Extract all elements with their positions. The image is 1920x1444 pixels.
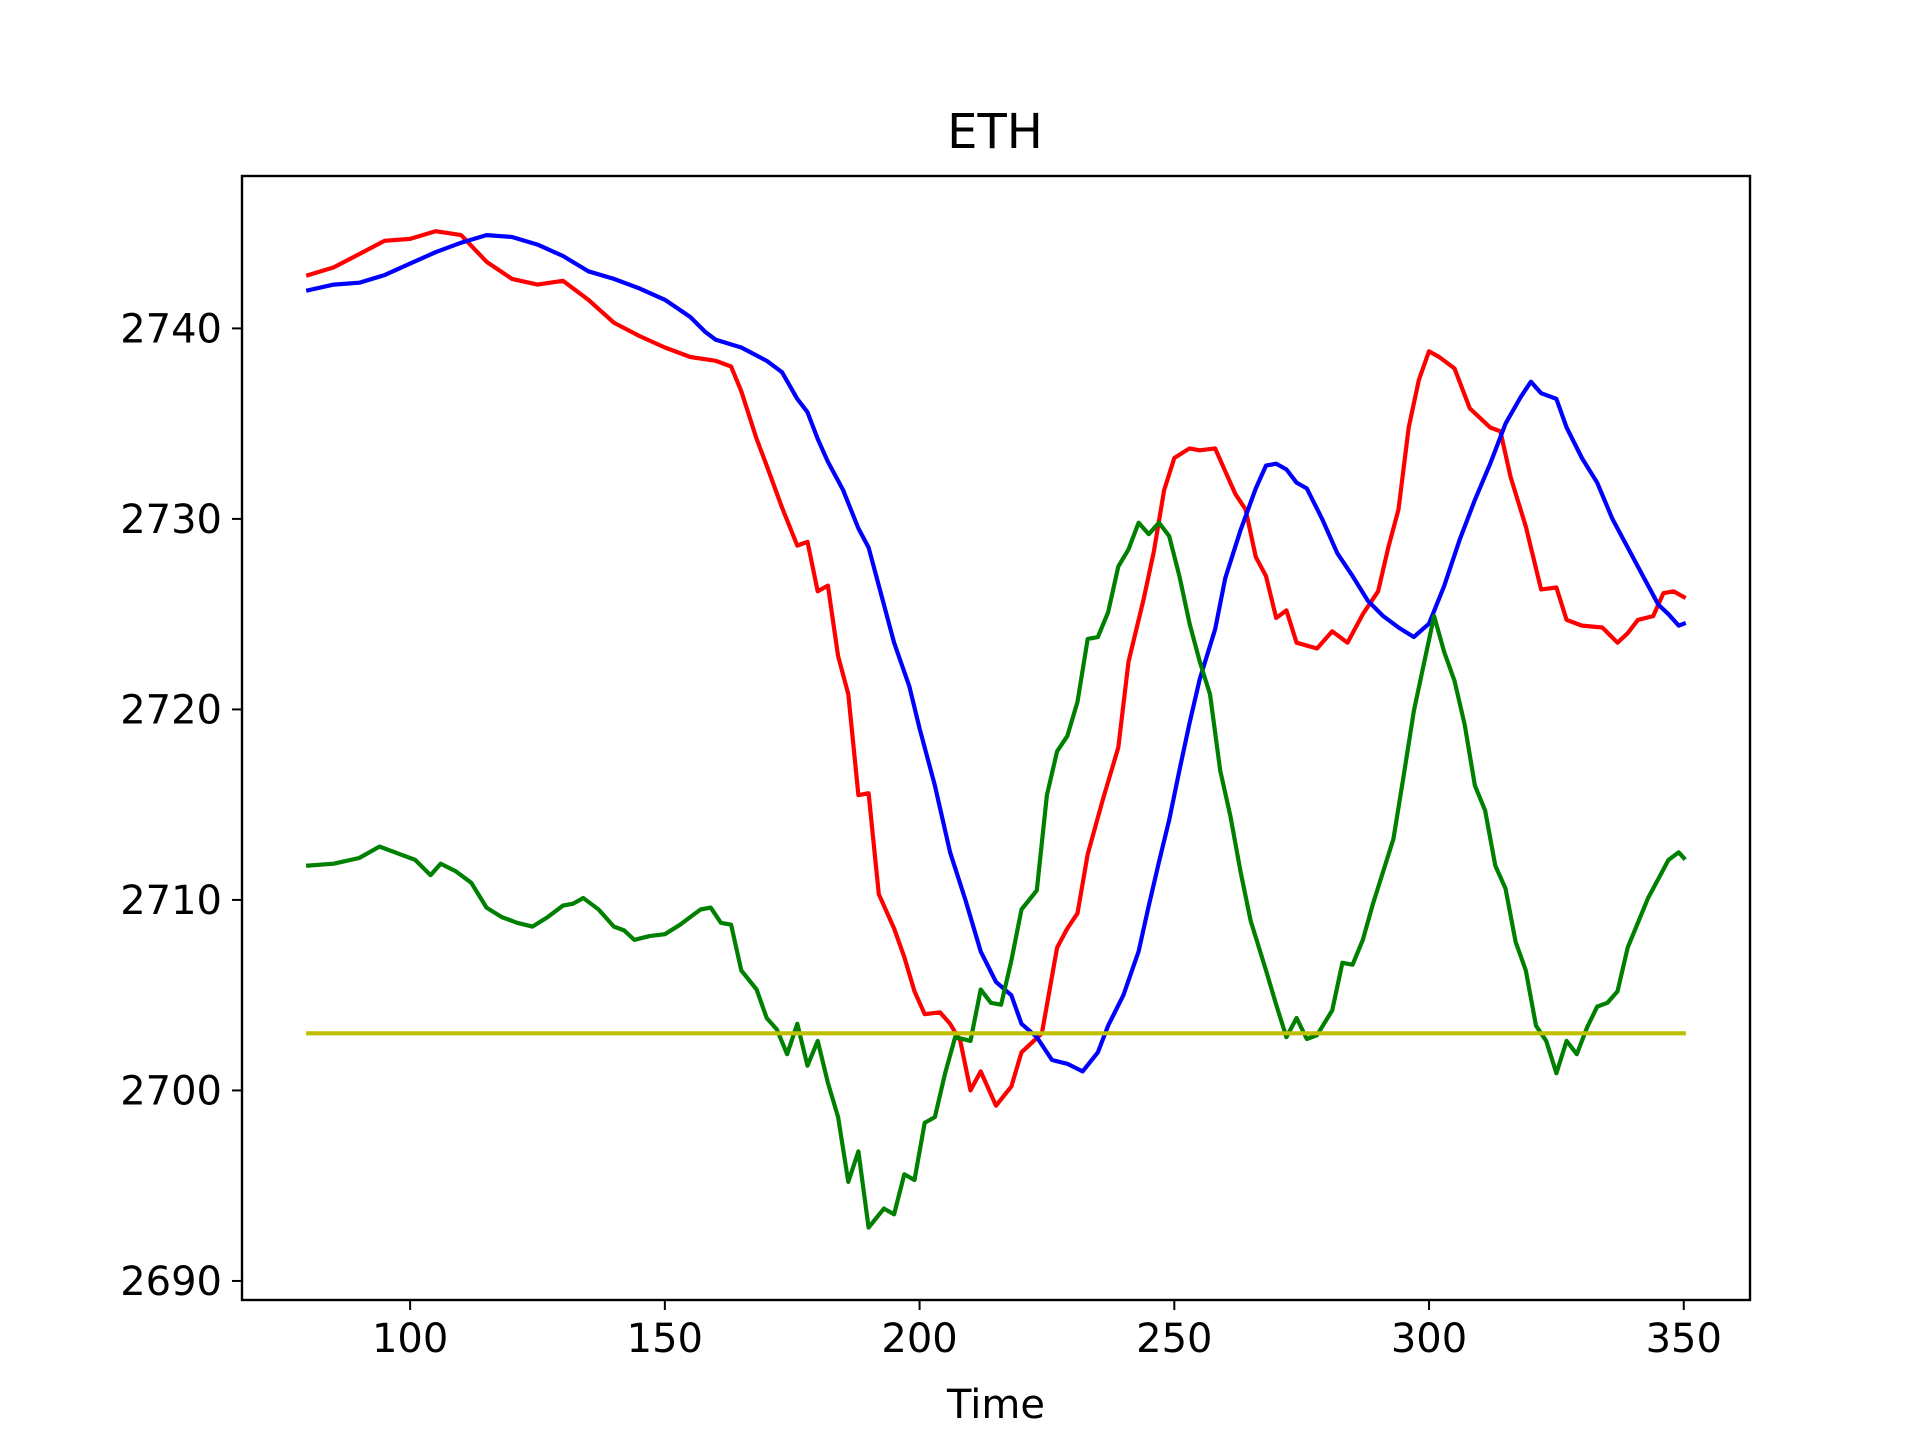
y-tick-label: 2700 <box>120 1068 222 1114</box>
x-tick-label: 100 <box>372 1316 448 1362</box>
series-line-2 <box>305 233 1687 1074</box>
y-tick-label: 2730 <box>120 497 222 543</box>
chart-title: ETH <box>947 104 1043 160</box>
y-axis-ticks: 2690 2700 2710 2720 2730 2740 <box>120 306 242 1305</box>
y-tick-label: 2740 <box>120 306 222 352</box>
series-line-1 <box>305 229 1687 1108</box>
y-tick-label: 2690 <box>120 1259 222 1305</box>
x-tick-label: 150 <box>627 1316 703 1362</box>
x-tick-label: 300 <box>1391 1316 1467 1362</box>
x-tick-label: 200 <box>881 1316 957 1362</box>
x-axis-label: Time <box>946 1382 1045 1428</box>
y-tick-label: 2720 <box>120 687 222 733</box>
x-axis-ticks: 100 150 200 250 300 350 <box>372 1300 1722 1362</box>
plot-area <box>305 229 1687 1230</box>
x-tick-label: 350 <box>1646 1316 1722 1362</box>
plot-frame <box>240 174 1752 1302</box>
y-tick-label: 2710 <box>120 878 222 924</box>
x-tick-label: 250 <box>1136 1316 1212 1362</box>
series-line-3 <box>305 520 1687 1230</box>
